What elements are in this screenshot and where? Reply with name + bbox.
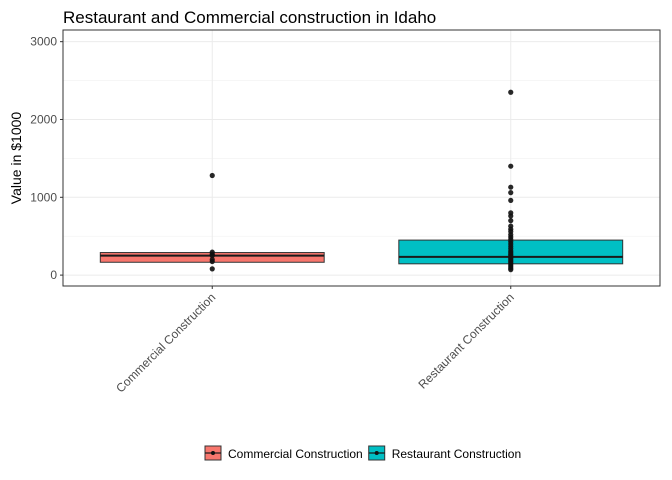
data-point (508, 163, 514, 169)
data-point (209, 266, 215, 272)
legend-key-point (211, 451, 215, 455)
y-tick-label: 1000 (30, 190, 57, 204)
legend-label: Commercial Construction (228, 447, 363, 461)
legend-item-2: Restaurant Construction (368, 445, 521, 461)
x-tick-label: Commercial Construction (113, 290, 218, 395)
data-point (209, 172, 215, 179)
y-axis-title: Value in $1000 (8, 112, 24, 205)
data-point (508, 190, 514, 196)
data-point (508, 213, 514, 219)
panel-border (62, 29, 661, 287)
y-tick-label: 3000 (30, 35, 57, 49)
data-point (508, 89, 514, 95)
y-tick-label: 0 (50, 268, 57, 282)
data-point (508, 197, 514, 204)
data-point (508, 218, 514, 224)
data-point (508, 184, 514, 190)
data-point (209, 258, 215, 265)
chart-title: Restaurant and Commercial construction i… (63, 8, 436, 27)
legend: Commercial Construction Restaurant Constr… (204, 445, 521, 461)
x-tick-label: Restaurant Construction (415, 290, 516, 391)
legend-key-point (374, 451, 379, 455)
data-point (209, 253, 215, 259)
legend-item-1: Commercial Construction (204, 445, 363, 461)
y-tick-label: 2000 (30, 112, 57, 126)
data-point (508, 267, 514, 273)
legend-label: Restaurant Construction (392, 447, 521, 461)
